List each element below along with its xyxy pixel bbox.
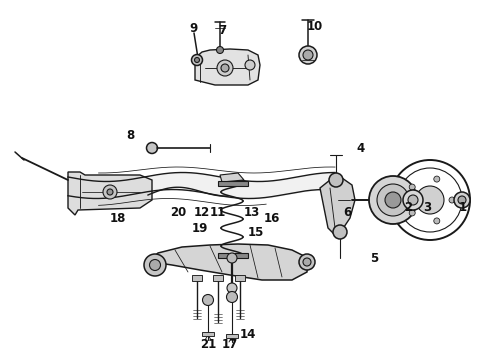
- Circle shape: [409, 184, 415, 190]
- Text: 2: 2: [404, 201, 412, 213]
- Text: 10: 10: [307, 19, 323, 32]
- Circle shape: [195, 58, 199, 63]
- Circle shape: [217, 60, 233, 76]
- Polygon shape: [202, 332, 214, 336]
- Circle shape: [227, 253, 237, 263]
- Text: 20: 20: [170, 206, 186, 219]
- Circle shape: [144, 254, 166, 276]
- Circle shape: [458, 196, 466, 204]
- Text: 14: 14: [240, 328, 256, 342]
- Text: 19: 19: [192, 221, 208, 234]
- Circle shape: [217, 46, 223, 54]
- Circle shape: [227, 283, 237, 293]
- Circle shape: [333, 225, 347, 239]
- Text: 4: 4: [357, 141, 365, 154]
- Circle shape: [329, 173, 343, 187]
- Text: 11: 11: [210, 206, 226, 219]
- Circle shape: [149, 260, 161, 270]
- Polygon shape: [218, 181, 248, 186]
- Circle shape: [408, 195, 418, 205]
- Text: 13: 13: [244, 206, 260, 219]
- Polygon shape: [218, 253, 248, 258]
- Text: 7: 7: [218, 23, 226, 36]
- Circle shape: [226, 292, 238, 302]
- Polygon shape: [220, 173, 244, 182]
- Text: 9: 9: [189, 22, 197, 35]
- Text: 5: 5: [370, 252, 378, 265]
- Polygon shape: [235, 275, 245, 281]
- Circle shape: [303, 50, 313, 60]
- Polygon shape: [320, 178, 355, 235]
- Circle shape: [369, 176, 417, 224]
- Circle shape: [245, 60, 255, 70]
- Polygon shape: [226, 334, 238, 338]
- Text: 17: 17: [222, 338, 238, 351]
- Circle shape: [454, 192, 470, 208]
- Text: 8: 8: [126, 129, 134, 141]
- Circle shape: [202, 294, 214, 306]
- Circle shape: [409, 210, 415, 216]
- Text: 18: 18: [110, 212, 126, 225]
- Text: 1: 1: [459, 201, 467, 213]
- Circle shape: [103, 185, 117, 199]
- Circle shape: [403, 190, 423, 210]
- Circle shape: [147, 143, 157, 153]
- Circle shape: [299, 254, 315, 270]
- Circle shape: [221, 64, 229, 72]
- Text: 15: 15: [248, 225, 264, 239]
- Circle shape: [299, 46, 317, 64]
- Text: 6: 6: [343, 206, 351, 219]
- Circle shape: [434, 176, 440, 182]
- Polygon shape: [195, 49, 260, 85]
- Circle shape: [416, 186, 444, 214]
- Text: 3: 3: [423, 201, 431, 213]
- Circle shape: [107, 189, 113, 195]
- Polygon shape: [68, 172, 152, 215]
- Text: 21: 21: [200, 338, 216, 351]
- Circle shape: [192, 54, 202, 66]
- Polygon shape: [213, 275, 223, 281]
- Text: 12: 12: [194, 206, 210, 219]
- Circle shape: [385, 192, 401, 208]
- Circle shape: [449, 197, 455, 203]
- Circle shape: [377, 184, 409, 216]
- Circle shape: [434, 218, 440, 224]
- Polygon shape: [192, 275, 202, 281]
- Text: 16: 16: [264, 212, 280, 225]
- Circle shape: [303, 258, 311, 266]
- Polygon shape: [148, 244, 308, 280]
